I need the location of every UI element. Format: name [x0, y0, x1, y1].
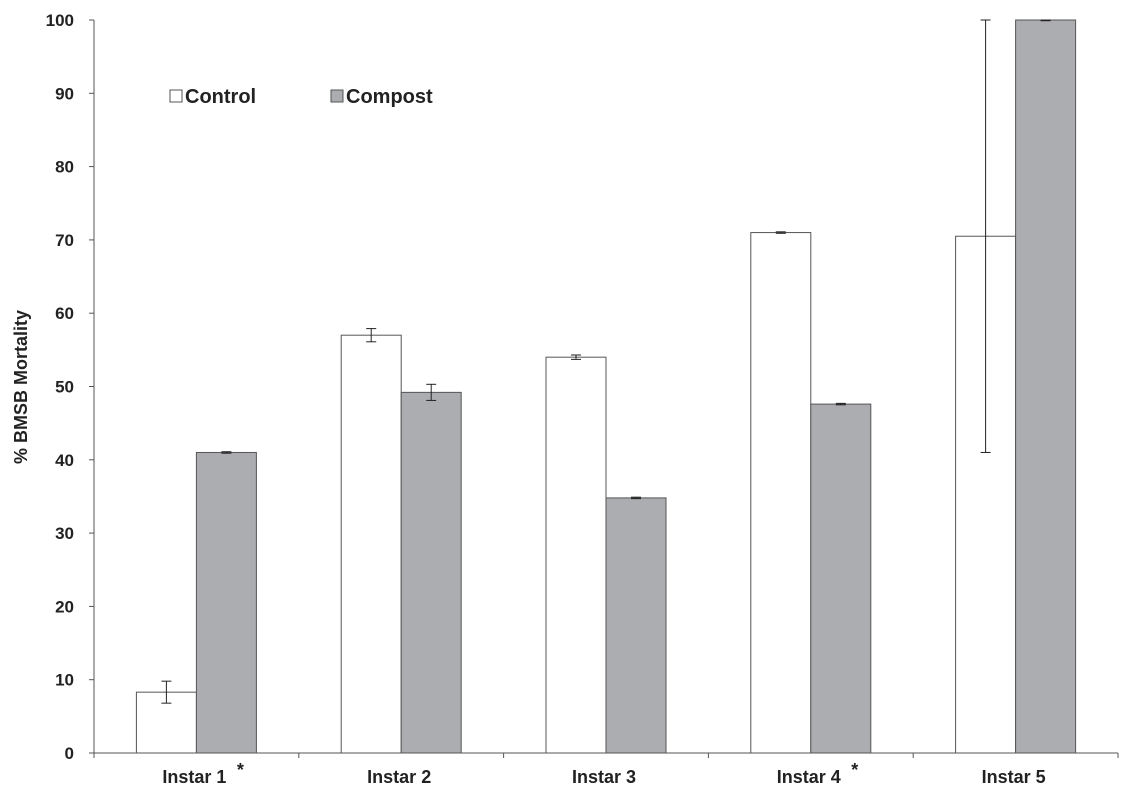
legend: Control Compost [169, 86, 433, 108]
bar-control-4 [750, 232, 812, 754]
legend-label-control: Control [185, 86, 256, 108]
y-tick-label: 50 [55, 378, 74, 397]
significance-marker: * [851, 760, 858, 780]
y-tick-label: 30 [55, 524, 74, 543]
error-bar-control-2 [366, 328, 377, 343]
error-bar-compost-5 [1040, 19, 1051, 22]
significance-marker: * [237, 760, 244, 780]
error-bar-compost-3 [631, 496, 641, 500]
y-axis-title: % BMSB Mortality [11, 310, 31, 464]
error-bar-compost-2 [426, 383, 437, 401]
bar-compost-4 [810, 403, 872, 754]
y-tick-label: 100 [46, 11, 74, 30]
bars-layer [135, 19, 1077, 754]
error-bar-control-3 [571, 354, 581, 360]
x-category-label: Instar 1 [162, 767, 226, 787]
legend-swatch-control [169, 89, 183, 103]
y-tick-label: 70 [55, 231, 74, 250]
x-category-label: Instar 3 [572, 767, 636, 787]
bar-control-3 [545, 356, 607, 754]
x-category-label: Instar 2 [367, 767, 431, 787]
error-bar-control-5 [980, 19, 991, 453]
error-bars-layer [161, 19, 1051, 704]
error-bar-compost-4 [835, 402, 846, 406]
legend-swatch-compost [330, 89, 344, 103]
bar-compost-1 [195, 451, 257, 754]
x-labels-layer: Instar 1 * Instar 2 Instar 3 Instar 4 * Instar… [93, 753, 1119, 787]
y-tick-label: 10 [55, 671, 74, 690]
y-tick-label: 20 [55, 597, 74, 616]
bar-compost-3 [605, 497, 667, 754]
bar-compost-5 [1015, 19, 1077, 754]
y-tick-label: 40 [55, 451, 74, 470]
error-bar-compost-1 [221, 451, 232, 454]
y-tick-label: 0 [65, 744, 74, 763]
legend-label-compost: Compost [346, 86, 433, 108]
error-bar-control-4 [775, 231, 786, 234]
bar-compost-2 [400, 391, 462, 754]
bar-control-2 [340, 334, 402, 754]
y-tick-label: 80 [55, 158, 74, 177]
x-category-label: Instar 4 [777, 767, 841, 787]
y-tick-label: 90 [55, 84, 74, 103]
y-tick-label: 60 [55, 304, 74, 323]
y-ticks-layer: 0 10 20 30 40 50 60 70 80 90 100 [46, 11, 94, 763]
error-bar-control-1 [161, 680, 172, 704]
x-category-label: Instar 5 [982, 767, 1046, 787]
